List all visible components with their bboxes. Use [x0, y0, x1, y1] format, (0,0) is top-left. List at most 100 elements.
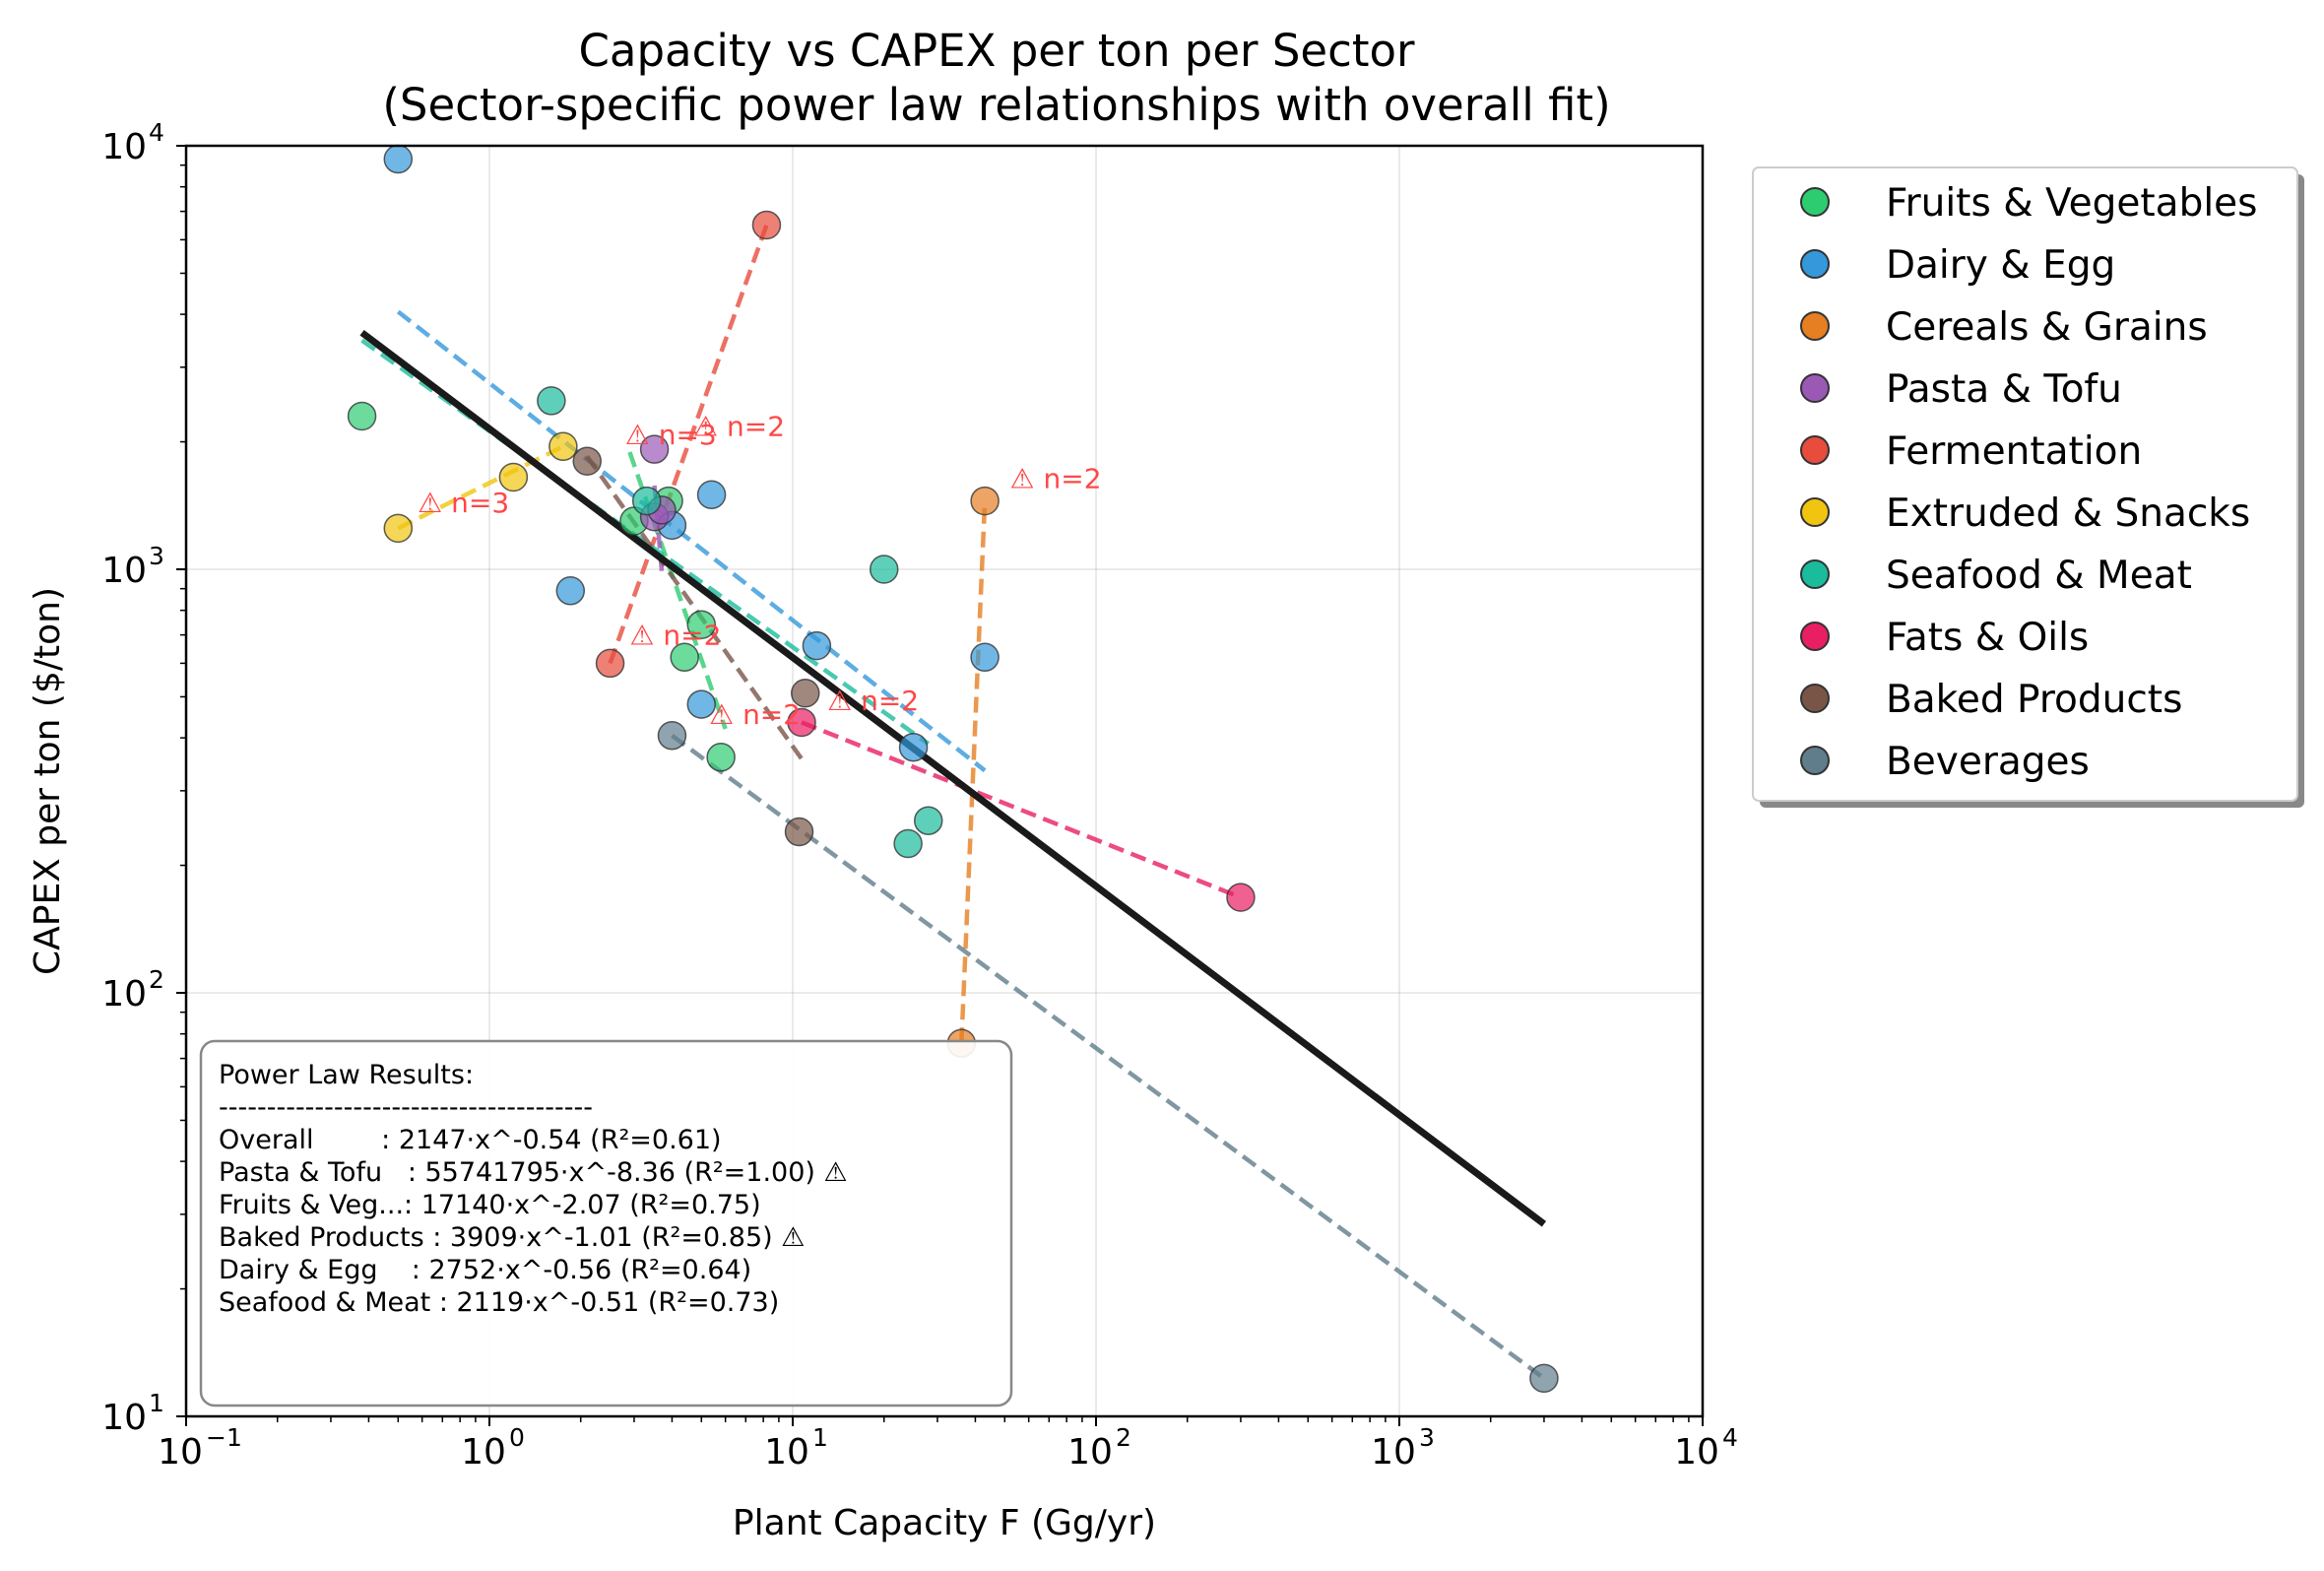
data-point — [595, 648, 625, 679]
data-point — [383, 513, 414, 544]
data-point — [572, 446, 602, 476]
legend-marker — [1800, 684, 1830, 713]
warning-label: ⚠ n=3 — [625, 419, 717, 451]
data-point — [913, 806, 943, 835]
data-point — [657, 721, 687, 751]
fit-line — [396, 309, 987, 773]
x-tick-label: 10 — [1067, 1432, 1113, 1473]
data-point — [639, 434, 670, 464]
data-point — [970, 486, 1000, 516]
legend-label: Beverages — [1886, 740, 2090, 784]
data-point — [751, 210, 782, 240]
results-line: Fruits & Veg...: 17140·x^-2.07 (R²=0.75) — [219, 1190, 761, 1220]
results-line: Pasta & Tofu : 55741795·x^-8.36 (R²=1.00… — [219, 1157, 848, 1188]
legend-label: Seafood & Meat — [1886, 554, 2192, 598]
fit-line — [801, 720, 1242, 900]
warning-label: ⚠ n=2 — [629, 620, 721, 652]
major-ticks — [176, 145, 1704, 1426]
y-tick-label: 10 — [101, 127, 147, 167]
x-tick-label: 10 — [158, 1432, 203, 1473]
data-point — [555, 576, 586, 606]
chart-title-line-2: (Sector-specific power law relationships… — [382, 79, 1610, 131]
data-point — [670, 642, 699, 673]
warning-label: ⚠ n=2 — [709, 698, 801, 731]
warning-label: ⚠ n=2 — [827, 685, 919, 717]
x-tick-exponent: 0 — [509, 1423, 525, 1452]
legend-label: Baked Products — [1886, 678, 2182, 722]
data-point — [790, 678, 820, 708]
data-point — [802, 630, 832, 661]
data-point — [784, 817, 814, 847]
fit-line — [360, 338, 931, 746]
overall-fit-line — [359, 329, 1547, 1227]
y-tick-exponent: 2 — [149, 965, 164, 994]
results-line: Seafood & Meat : 2119·x^-0.51 (R²=0.73) — [219, 1287, 779, 1318]
data-points — [347, 144, 1559, 1394]
x-tick-exponent: 1 — [812, 1423, 828, 1452]
fit-line — [608, 224, 769, 665]
warning-label: ⚠ n=3 — [418, 487, 509, 519]
y-tick-label: 10 — [101, 1398, 147, 1438]
legend-label: Extruded & Snacks — [1886, 491, 2250, 536]
legend-marker — [1800, 311, 1830, 341]
y-tick-label: 10 — [101, 551, 147, 591]
x-tick-label: 10 — [461, 1432, 506, 1473]
data-point — [686, 689, 717, 719]
data-point — [696, 480, 727, 510]
fit-line — [671, 733, 1546, 1381]
data-point — [686, 610, 717, 639]
legend-marker — [1800, 249, 1830, 279]
y-tick-exponent: 4 — [149, 118, 164, 147]
y-tick-exponent: 1 — [149, 1389, 164, 1417]
x-tick-label: 10 — [1371, 1432, 1416, 1473]
x-tick-exponent: 4 — [1722, 1423, 1738, 1452]
x-axis-label: Plant Capacity F (Gg/yr) — [733, 1503, 1156, 1543]
fit-line — [959, 500, 988, 1044]
results-line: --------------------------------------- — [219, 1092, 593, 1123]
results-box: Power Law Results:----------------------… — [199, 1039, 1013, 1407]
x-tick-exponent: 3 — [1419, 1423, 1435, 1452]
legend-marker — [1800, 187, 1830, 217]
legend-label: Pasta & Tofu — [1886, 367, 2122, 412]
y-tick-exponent: 3 — [149, 542, 164, 570]
warning-labels: ⚠ n=3⚠ n=3⚠ n=2⚠ n=2⚠ n=2⚠ n=2⚠ n=2 — [418, 410, 1101, 731]
data-point — [1226, 883, 1256, 912]
data-point — [383, 144, 414, 174]
data-point — [869, 555, 899, 584]
legend-label: Fermentation — [1886, 429, 2142, 474]
results-line: Dairy & Egg : 2752·x^-0.56 (R²=0.64) — [219, 1255, 751, 1285]
results-line: Overall : 2147·x^-0.54 (R²=0.61) — [219, 1125, 722, 1155]
legend-marker — [1800, 746, 1830, 775]
legend-marker — [1800, 559, 1830, 589]
warning-label: ⚠ n=2 — [1010, 463, 1102, 495]
legend-marker — [1800, 622, 1830, 651]
legend-label: Dairy & Egg — [1886, 243, 2115, 288]
overall-fit — [359, 329, 1547, 1227]
legend: Fruits & Vegetables Dairy & Egg Cereals & … — [1752, 166, 2304, 808]
results-line: Power Law Results: — [219, 1060, 474, 1090]
legend-marker — [1800, 435, 1830, 465]
legend-marker — [1800, 497, 1830, 527]
legend-marker — [1800, 373, 1830, 403]
data-point — [1529, 1363, 1559, 1394]
y-axis-label: CAPEX per ton ($/ton) — [28, 587, 68, 975]
results-box-frame — [199, 1039, 1013, 1407]
legend-label: Fruits & Vegetables — [1886, 181, 2258, 226]
x-tick-label: 10 — [1674, 1432, 1719, 1473]
fit-line — [585, 455, 807, 765]
legend-frame — [1752, 166, 2298, 802]
x-tick-exponent: 2 — [1116, 1423, 1131, 1452]
x-tick-exponent: −1 — [206, 1423, 242, 1452]
warning-label: ⚠ n=2 — [693, 410, 785, 442]
x-tick-label: 10 — [764, 1432, 809, 1473]
data-point — [898, 732, 929, 762]
legend-label: Fats & Oils — [1886, 616, 2089, 660]
data-point — [787, 707, 816, 738]
data-point — [537, 386, 566, 416]
data-point — [347, 401, 377, 431]
y-tick-label: 10 — [101, 974, 147, 1015]
data-point — [706, 743, 736, 772]
data-point — [549, 431, 578, 462]
grid — [186, 146, 1703, 1416]
